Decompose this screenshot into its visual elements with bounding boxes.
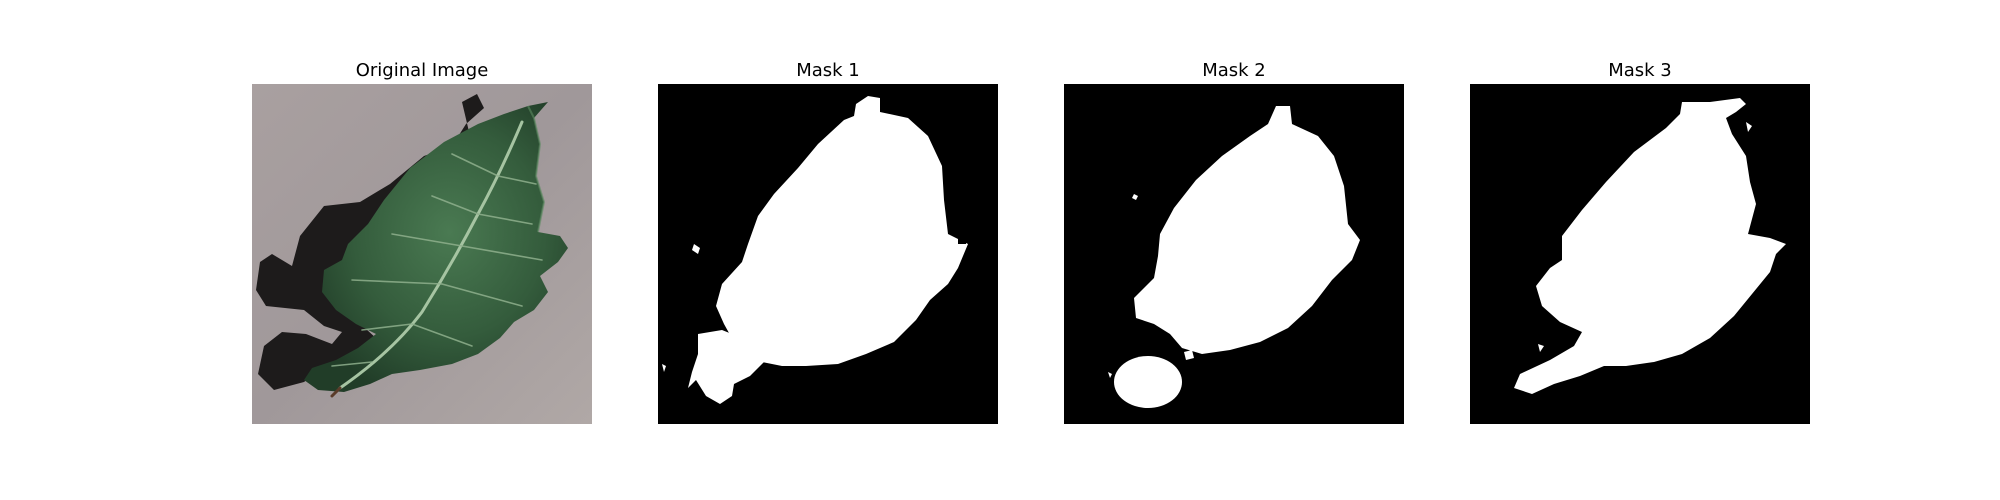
leaf-side-veins (331, 153, 543, 367)
panel-title: Mask 3 (1608, 60, 1672, 81)
mask-3-svg (1470, 84, 1810, 424)
mask-hole (958, 238, 966, 244)
leaf-midrib (338, 120, 524, 390)
mask-1-image (658, 84, 998, 424)
leaf-photo-svg (252, 84, 592, 424)
panel-title: Mask 1 (796, 60, 860, 81)
mask-foreground (1108, 106, 1360, 408)
original-leaf-photo (252, 84, 592, 424)
panel-title: Original Image (355, 60, 489, 81)
mask-1-svg (658, 84, 998, 424)
mask-3-image (1470, 84, 1810, 424)
leaf-blade (304, 102, 568, 392)
mask-foreground (662, 96, 968, 404)
mask-2-image (1064, 84, 1404, 424)
mask-2-svg (1064, 84, 1404, 424)
mask-foreground (1514, 98, 1786, 394)
leaf-edge-highlight (527, 105, 546, 233)
leaf-petiole (330, 386, 342, 398)
panel-title: Mask 2 (1202, 60, 1266, 81)
